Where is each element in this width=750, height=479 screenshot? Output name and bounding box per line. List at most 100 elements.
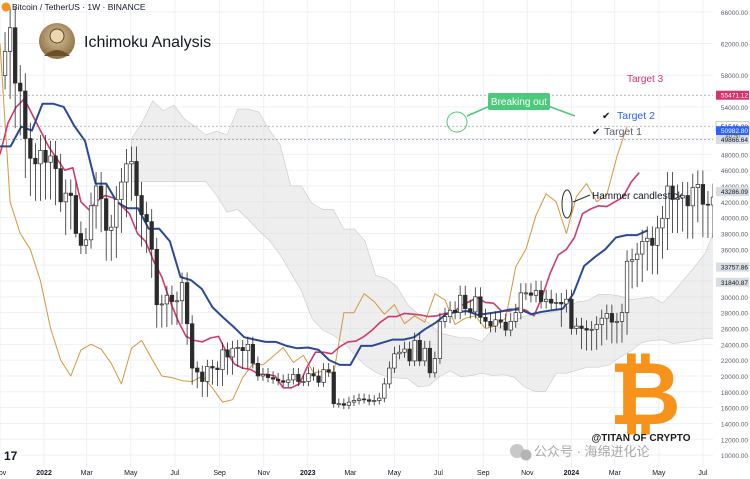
candle-body (58, 168, 63, 203)
candle-body (452, 309, 458, 314)
candle-body (286, 379, 291, 383)
price-tick-label: 38000.00 (721, 232, 748, 239)
candle-body (483, 317, 488, 322)
candle-body (564, 298, 569, 305)
price-tick-label: 48000.00 (721, 152, 748, 159)
candle-body (361, 398, 367, 401)
candle-body (250, 343, 255, 364)
candle-body (705, 203, 711, 206)
candle-body (73, 195, 78, 234)
time-tick-label: Jul (434, 470, 443, 477)
time-tick-label: Nov (521, 470, 534, 477)
time-axis[interactable]: Nov 2022 Mar May Jul Sep Nov 2023 Mar May Jul Sep No… (0, 470, 708, 477)
candle-body (260, 374, 266, 377)
ichimoku-cloud (131, 100, 713, 392)
price-tick-label: 36000.00 (721, 247, 748, 254)
candle-body (685, 195, 690, 207)
breaking-out-label: Breaking out (491, 97, 547, 108)
candle-body (2, 51, 8, 76)
time-tick-label: Nov (257, 470, 270, 477)
candle-body (200, 371, 205, 382)
candle-body (326, 369, 331, 373)
target2-label: Target 2 (617, 110, 655, 122)
candle-body (700, 184, 706, 205)
candle-body (382, 383, 387, 399)
candle-body (23, 90, 28, 139)
candle-body (28, 138, 33, 159)
base-line (0, 102, 649, 366)
price-tag-label: 33757.86 (721, 265, 748, 272)
candle-body (88, 205, 94, 241)
candle-body (341, 403, 346, 406)
countdown-label: 4d 9h (725, 133, 740, 139)
candle-body (316, 375, 321, 383)
candle-body (397, 351, 402, 355)
candle-body (306, 373, 311, 382)
candle-body (367, 399, 372, 402)
candle-body (660, 218, 665, 229)
time-tick-label: May (388, 470, 402, 477)
price-tick-label: 24000.00 (721, 342, 748, 349)
handle-label: @TITAN OF CRYPTO (591, 433, 690, 444)
candle-body (119, 181, 124, 200)
candle-body (311, 373, 316, 377)
bitcoin-logo-icon: ₿ (609, 342, 681, 445)
price-tick-label: 66000.00 (721, 10, 748, 17)
price-tick-label: 22000.00 (721, 358, 748, 365)
candle-body (174, 300, 180, 303)
time-tick-label: Nov (0, 470, 7, 477)
candle-body (629, 259, 635, 262)
candle-body (159, 303, 164, 306)
candle-body (695, 184, 700, 188)
tradingview-logo-icon: 17 (4, 449, 18, 463)
candle-body (640, 241, 645, 255)
candle-body (513, 312, 518, 322)
candle-body (463, 294, 468, 310)
candle-body (387, 367, 392, 385)
candle-body (432, 358, 437, 374)
wechat-watermark: 公众号 · 海绵进化论 (510, 444, 650, 461)
candle-body (83, 239, 89, 246)
price-axis[interactable]: 10000.00 12000.00 14000.00 16000.00 18000.00… (715, 10, 750, 460)
candle-body (235, 347, 240, 349)
candle-body (336, 403, 341, 406)
candle-body (134, 161, 139, 196)
candle-body (407, 348, 412, 362)
price-tick-label: 58000.00 (721, 73, 748, 80)
candle-body (276, 378, 281, 382)
time-tick-label: Jul (698, 470, 707, 477)
price-tick-label: 14000.00 (721, 421, 748, 428)
candle-body (609, 313, 614, 323)
candle-body (99, 185, 104, 200)
candle-body (710, 196, 713, 206)
candle-body (392, 353, 397, 369)
candle-body (190, 323, 195, 369)
price-tick-label: 54000.00 (721, 105, 748, 112)
cloud-area (131, 100, 713, 392)
candle-body (579, 325, 584, 329)
candle-body (169, 294, 175, 302)
symbol-header[interactable]: Bitcoin / TetherUS · 1W · BINANCE (1, 2, 146, 12)
price-tick-label: 20000.00 (721, 374, 748, 381)
candle-body (554, 302, 559, 304)
candle-body (675, 197, 680, 200)
candle-body (281, 380, 286, 383)
candle-body (179, 282, 185, 302)
candle-body (437, 321, 443, 359)
candle-body (478, 296, 483, 318)
candle-body (48, 155, 53, 163)
candle-body (599, 317, 604, 325)
chart-title: Ichimoku Analysis (84, 34, 211, 51)
candle-body (569, 298, 574, 329)
candle-body (68, 192, 73, 196)
candle-body (402, 348, 407, 353)
candle-body (635, 253, 640, 260)
candle-body (104, 198, 109, 231)
candles (2, 7, 713, 410)
candle-body (473, 296, 478, 313)
target1-check-icon: ✔ (592, 127, 600, 138)
candle-body (498, 319, 503, 323)
target-lines (0, 94, 713, 140)
